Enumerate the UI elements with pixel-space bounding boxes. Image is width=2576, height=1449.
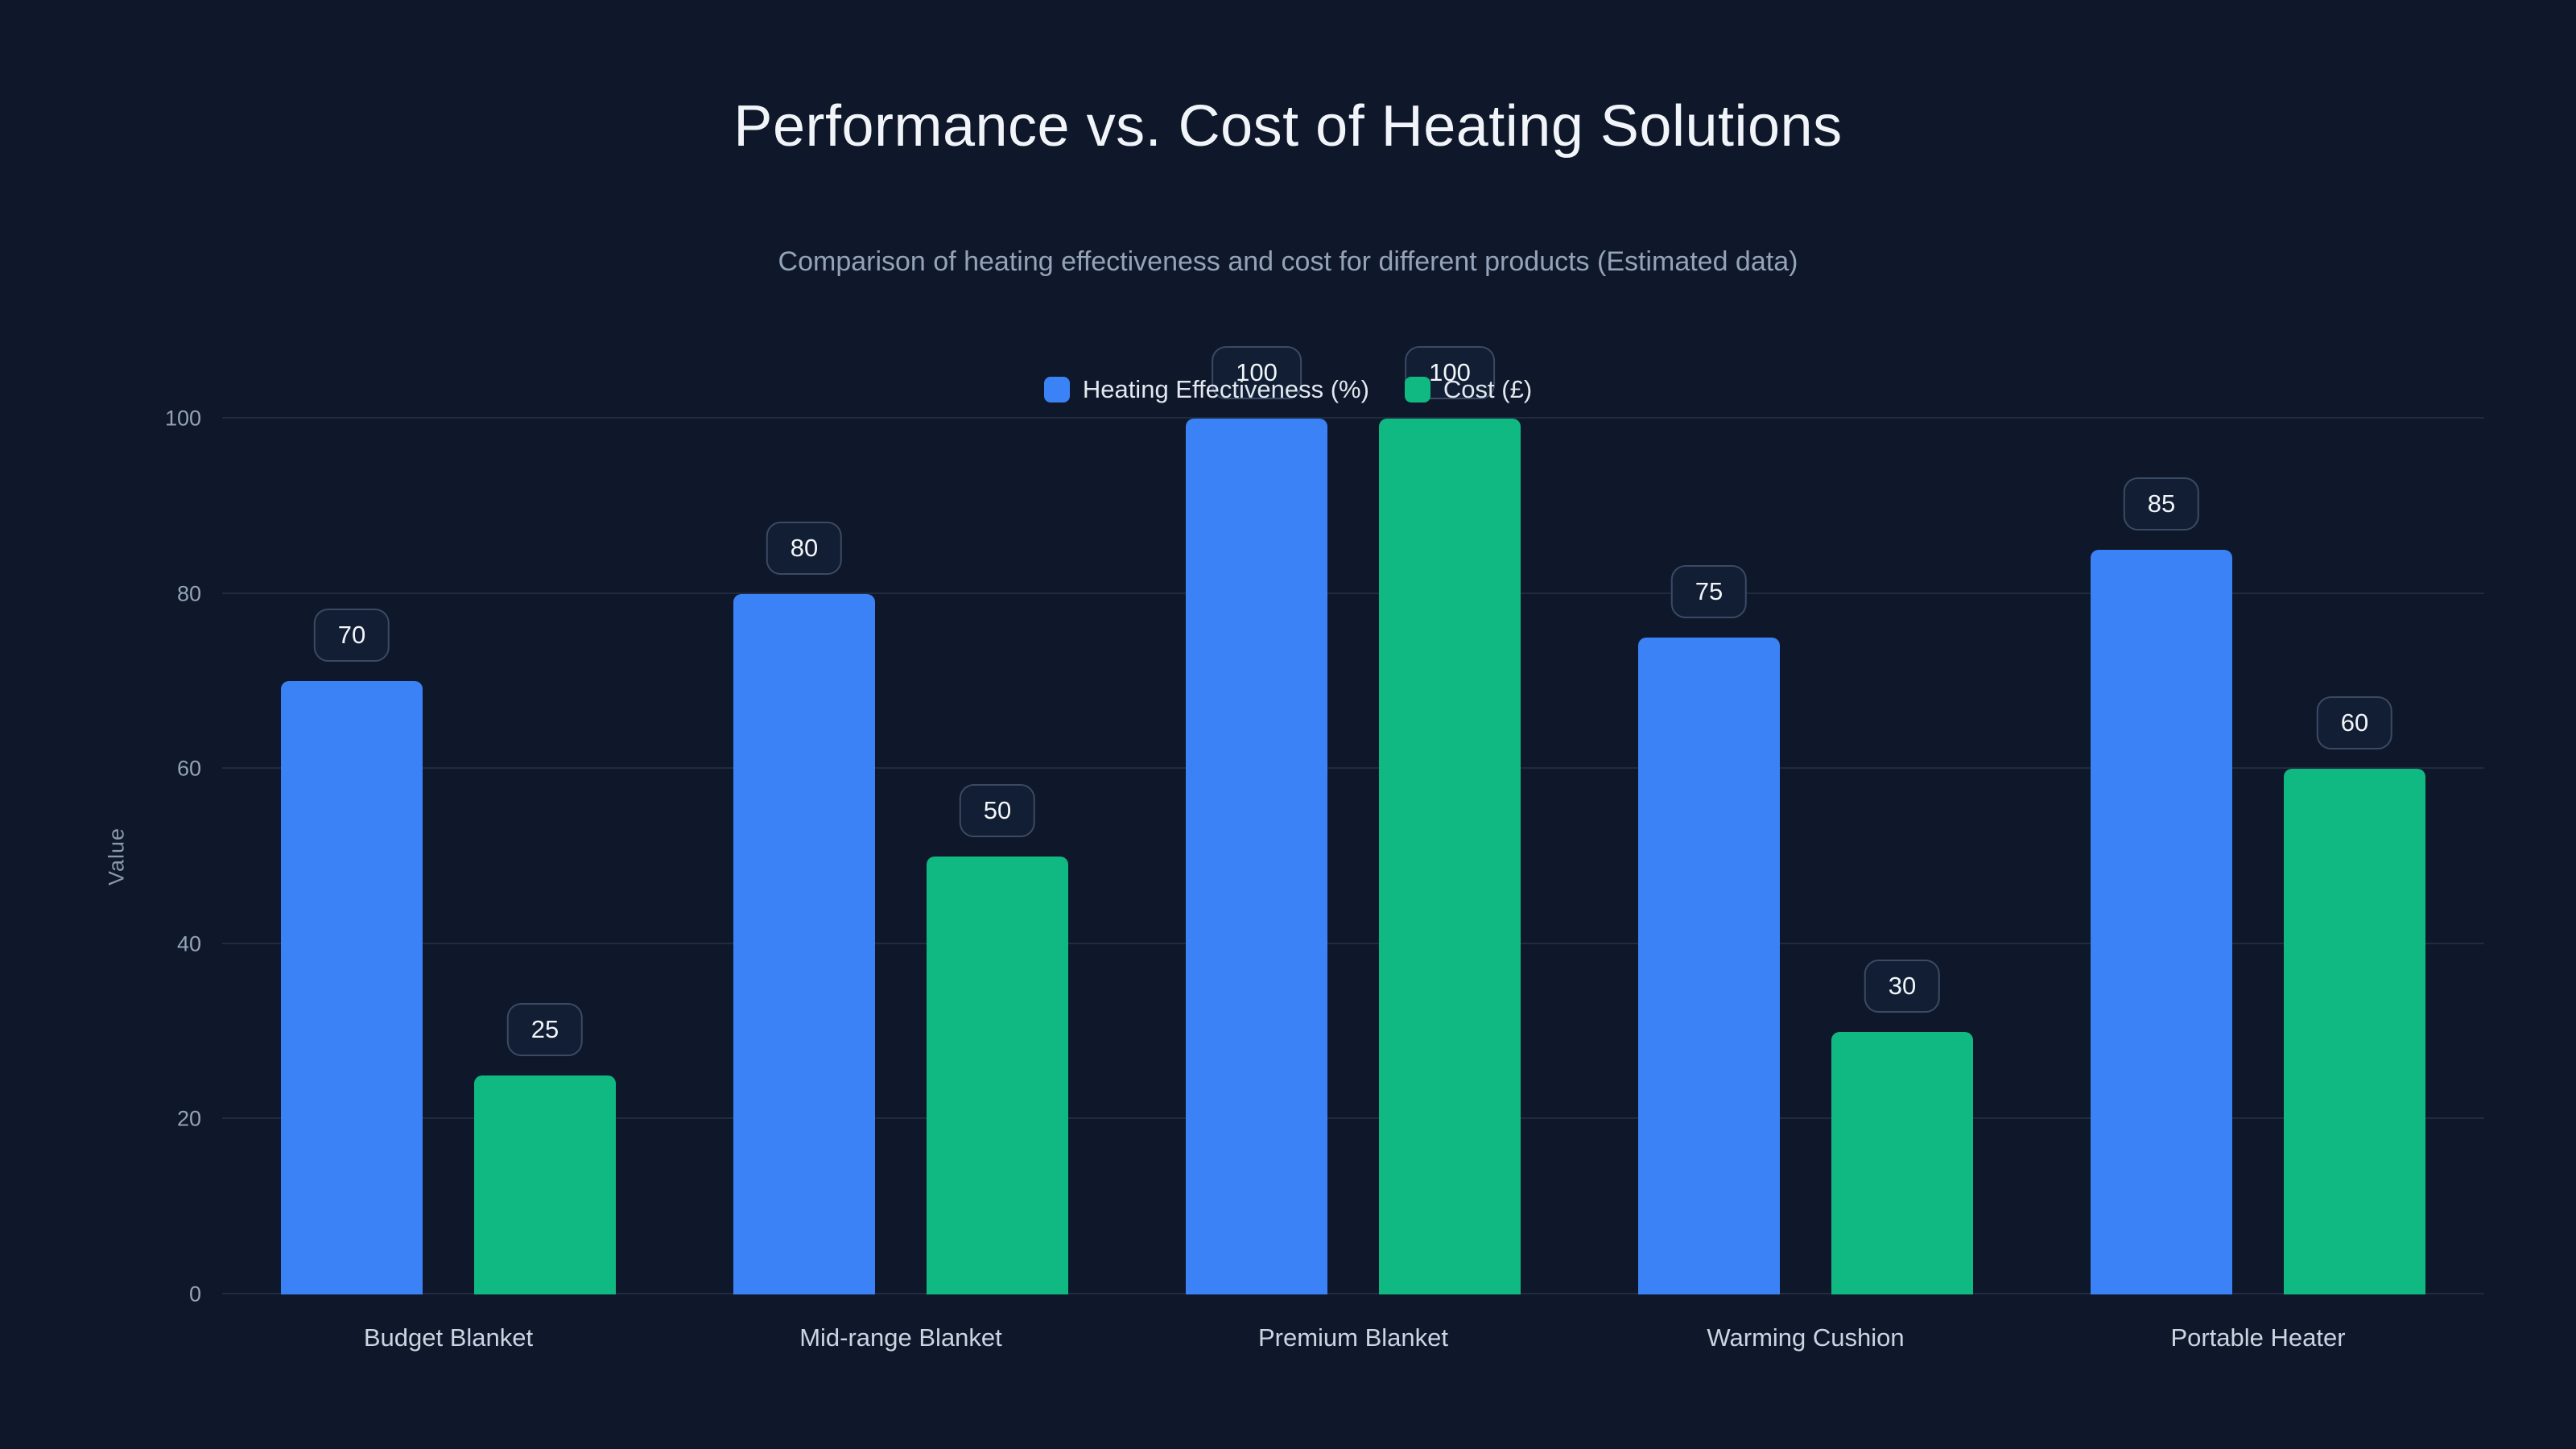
value-badge: 25 <box>506 1003 584 1056</box>
value-badge: 60 <box>2316 696 2393 750</box>
y-tick-label: 100 <box>164 406 201 431</box>
y-tick-label: 80 <box>176 581 201 606</box>
bar-series-1-mid-range-blanket: 50 <box>927 784 1068 1294</box>
legend-swatch-icon <box>1404 377 1430 402</box>
gridline <box>222 942 2484 944</box>
gridline <box>222 417 2484 419</box>
value-badge: 50 <box>959 784 1036 837</box>
value-badge: 70 <box>313 609 390 663</box>
chart-legend: Heating Effectiveness (%) Cost (£) <box>0 375 2576 404</box>
bar-series-1-portable-heater: 60 <box>2284 696 2425 1294</box>
bar-series-0-budget-blanket: 70 <box>281 609 423 1294</box>
gridline <box>222 1293 2484 1294</box>
bar-group: 75 30 <box>1579 419 2032 1294</box>
y-tick-label: 40 <box>176 931 201 956</box>
value-badge: 100 <box>1212 346 1302 399</box>
legend-item-0[interactable]: Heating Effectiveness (%) <box>1043 375 1369 404</box>
y-tick-label: 60 <box>176 756 201 781</box>
bar-group: 70 25 <box>222 419 675 1294</box>
y-tick-label: 0 <box>188 1282 201 1307</box>
legend-swatch-icon <box>1043 377 1070 402</box>
gridline <box>222 592 2484 594</box>
legend-label: Heating Effectiveness (%) <box>1082 375 1369 403</box>
bar-group: 85 60 <box>2032 419 2484 1294</box>
bar-series-0-warming-cushion: 75 <box>1638 565 1780 1294</box>
bar-series-0-mid-range-blanket: 80 <box>733 521 875 1294</box>
plot-area: 70 25 80 50 100 100 75 30 85 60 <box>222 346 2484 1294</box>
chart-title: Performance vs. Cost of Heating Solution… <box>733 94 1843 159</box>
chart-subtitle: Comparison of heating effectiveness and … <box>778 246 1798 277</box>
legend-item-1[interactable]: Cost (£) <box>1404 375 1533 404</box>
y-tick-label: 20 <box>176 1106 201 1131</box>
bar-series-1-premium-blanket: 100 <box>1379 346 1521 1294</box>
x-category-label: Warming Cushion <box>1707 1323 1905 1352</box>
value-badge: 75 <box>1670 565 1748 618</box>
value-badge: 80 <box>766 521 843 575</box>
bar-series-1-budget-blanket: 25 <box>474 1003 616 1294</box>
bar-group: 80 50 <box>675 419 1127 1294</box>
x-category-label: Mid-range Blanket <box>799 1323 1002 1352</box>
bar-series-0-premium-blanket: 100 <box>1186 346 1327 1294</box>
gridline <box>222 767 2484 770</box>
legend-label: Cost (£) <box>1443 375 1533 403</box>
x-category-label: Premium Blanket <box>1257 1323 1449 1352</box>
x-category-label: Budget Blanket <box>363 1323 534 1352</box>
gridline <box>222 1117 2484 1120</box>
value-badge: 30 <box>1864 959 1941 1013</box>
y-axis-label: Value <box>104 827 129 886</box>
value-badge: 85 <box>2123 477 2200 531</box>
bar-series-0-portable-heater: 85 <box>2091 477 2232 1294</box>
x-category-label: Portable Heater <box>2170 1323 2346 1352</box>
bar-series-1-warming-cushion: 30 <box>1831 959 1973 1294</box>
bar-group: 100 100 <box>1127 346 1579 1294</box>
